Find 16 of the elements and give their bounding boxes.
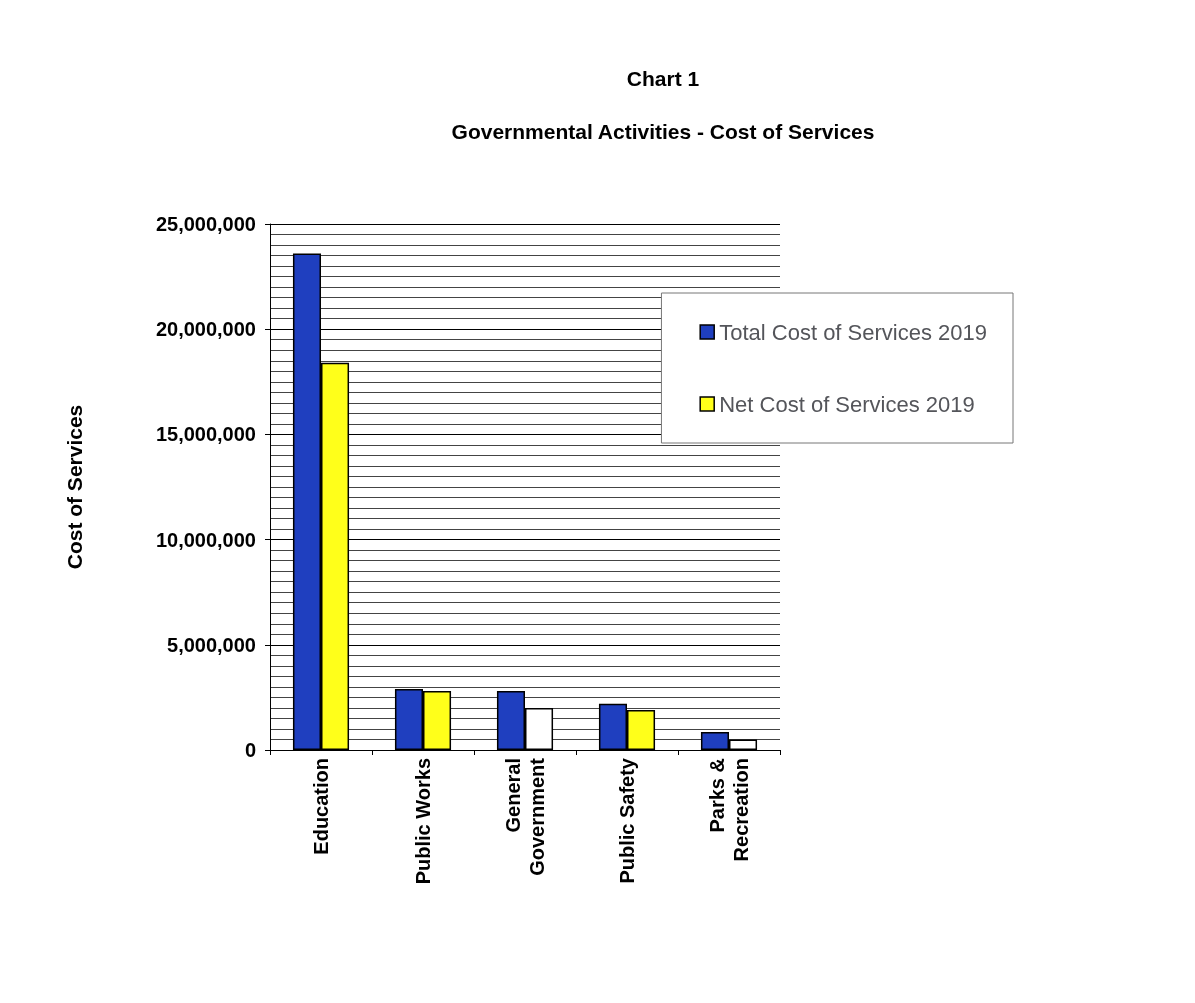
y-axis-title: Cost of Services bbox=[63, 404, 86, 570]
legend-label: Net Cost of Services 2019 bbox=[719, 391, 975, 417]
y-tick-label: 15,000,000 bbox=[155, 423, 256, 446]
chart-subtitle: Governmental Activities - Cost of Services bbox=[451, 120, 875, 143]
legend-label: Total Cost of Services 2019 bbox=[719, 319, 988, 345]
x-tick-label: Education bbox=[310, 758, 332, 855]
x-tick-label: Public Safety bbox=[616, 757, 638, 884]
x-tick-label: General Government bbox=[502, 757, 548, 876]
x-tick-label: Parks & Recreation bbox=[706, 758, 752, 862]
y-tick-label: 25,000,000 bbox=[155, 213, 256, 235]
y-tick-label: 10,000,000 bbox=[155, 528, 256, 551]
chart-title: Chart 1 bbox=[626, 67, 700, 90]
x-tick-label: Public Works bbox=[412, 758, 434, 885]
y-tick-label: 5,000,000 bbox=[167, 633, 256, 656]
y-tick-label: 0 bbox=[244, 739, 256, 761]
y-tick-label: 20,000,000 bbox=[155, 318, 256, 341]
